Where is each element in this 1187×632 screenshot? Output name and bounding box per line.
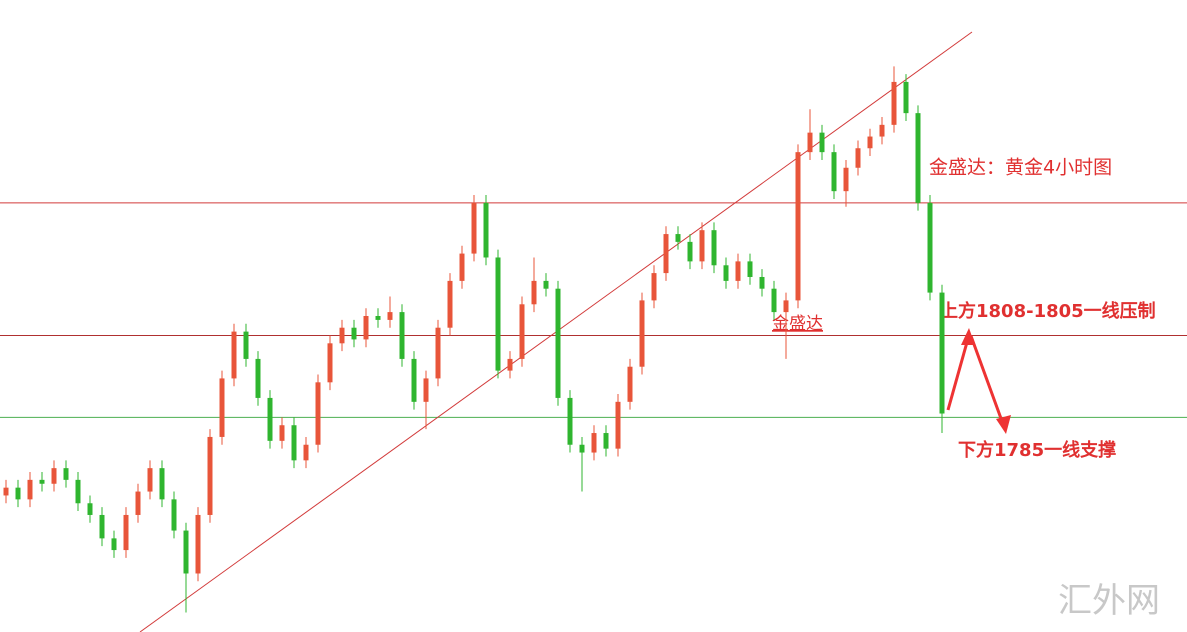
candle-body bbox=[231, 331, 237, 379]
candle-body bbox=[63, 468, 69, 480]
candle-body bbox=[3, 487, 9, 496]
candle-body bbox=[531, 280, 537, 305]
candle-body bbox=[279, 425, 285, 441]
candle-body bbox=[111, 538, 117, 551]
candle-body bbox=[819, 132, 825, 153]
candle-body bbox=[927, 202, 933, 293]
candle-body bbox=[51, 468, 57, 484]
candle-body bbox=[243, 331, 249, 359]
candle-body bbox=[627, 366, 633, 402]
candle-body bbox=[651, 273, 657, 301]
candle-body bbox=[939, 292, 945, 414]
candle-body bbox=[915, 113, 921, 203]
candle-body bbox=[195, 514, 201, 574]
candle-body bbox=[471, 202, 477, 254]
candle-body bbox=[903, 81, 909, 114]
candle-body bbox=[171, 499, 177, 531]
candle-body bbox=[339, 327, 345, 344]
candle-body bbox=[711, 230, 717, 266]
candle-body bbox=[183, 530, 189, 574]
candle-body bbox=[123, 514, 129, 551]
candle-body bbox=[147, 468, 153, 492]
candle-body bbox=[615, 401, 621, 449]
candle-body bbox=[591, 433, 597, 453]
candle-body bbox=[291, 425, 297, 461]
candle-body bbox=[399, 312, 405, 359]
candle-body bbox=[759, 276, 765, 289]
arrow-up bbox=[946, 334, 971, 411]
candle-body bbox=[435, 327, 441, 379]
candle-body bbox=[255, 358, 261, 398]
chart-title: 金盛达：黄金4小时图 bbox=[929, 157, 1112, 179]
candle-body bbox=[135, 491, 141, 515]
candle-body bbox=[363, 316, 369, 340]
candle-body bbox=[831, 152, 837, 192]
candle-body bbox=[387, 312, 393, 320]
candle-body bbox=[423, 378, 429, 402]
annotation: 下方1785一线支撑 bbox=[958, 439, 1116, 461]
watermark: 汇外网 bbox=[1058, 581, 1160, 621]
annotation: 上方1808-1805一线压制 bbox=[940, 300, 1156, 322]
candle-body bbox=[219, 378, 225, 437]
arrow-down bbox=[969, 335, 1005, 425]
candle-body bbox=[843, 167, 849, 192]
candle-body bbox=[603, 433, 609, 449]
candle-body bbox=[315, 382, 321, 445]
candle-body bbox=[207, 436, 213, 515]
candle-body bbox=[543, 280, 549, 289]
candle-body bbox=[87, 503, 93, 515]
arrow-head bbox=[996, 415, 1011, 434]
candle-body bbox=[411, 358, 417, 402]
candle-body bbox=[771, 288, 777, 313]
candle-body bbox=[447, 280, 453, 328]
candle-body bbox=[351, 327, 357, 340]
candle-body bbox=[795, 152, 801, 301]
candle-body bbox=[519, 304, 525, 359]
candle-body bbox=[579, 444, 585, 453]
candle-body bbox=[15, 487, 21, 500]
candle-body bbox=[675, 234, 681, 242]
arrows bbox=[946, 328, 1011, 434]
candle-body bbox=[807, 132, 813, 153]
candle-body bbox=[75, 479, 81, 504]
candle-body bbox=[507, 358, 513, 371]
candle-body bbox=[783, 300, 789, 313]
candle-body bbox=[459, 253, 465, 281]
candle-body bbox=[855, 148, 861, 168]
candle-body bbox=[891, 81, 897, 125]
candle-body bbox=[159, 468, 165, 500]
candle-body bbox=[39, 479, 45, 484]
candle-body bbox=[567, 397, 573, 445]
candle-body bbox=[699, 230, 705, 262]
candle-body bbox=[483, 202, 489, 258]
candle-body bbox=[555, 288, 561, 398]
candle-body bbox=[747, 261, 753, 277]
candle-body bbox=[879, 124, 885, 137]
candle-body bbox=[735, 261, 741, 281]
candle-body bbox=[639, 300, 645, 367]
candle-body bbox=[327, 343, 333, 383]
candle-body bbox=[495, 257, 501, 371]
candle-body bbox=[687, 241, 693, 262]
candle-body bbox=[303, 444, 309, 461]
candle-body bbox=[723, 265, 729, 281]
candle-body bbox=[27, 479, 33, 500]
candle-body bbox=[867, 136, 873, 149]
candle-body bbox=[267, 397, 273, 441]
candle-body bbox=[663, 234, 669, 274]
annotation: 金盛达 bbox=[772, 314, 823, 334]
candle-body bbox=[99, 514, 105, 539]
candle-body bbox=[375, 316, 381, 320]
